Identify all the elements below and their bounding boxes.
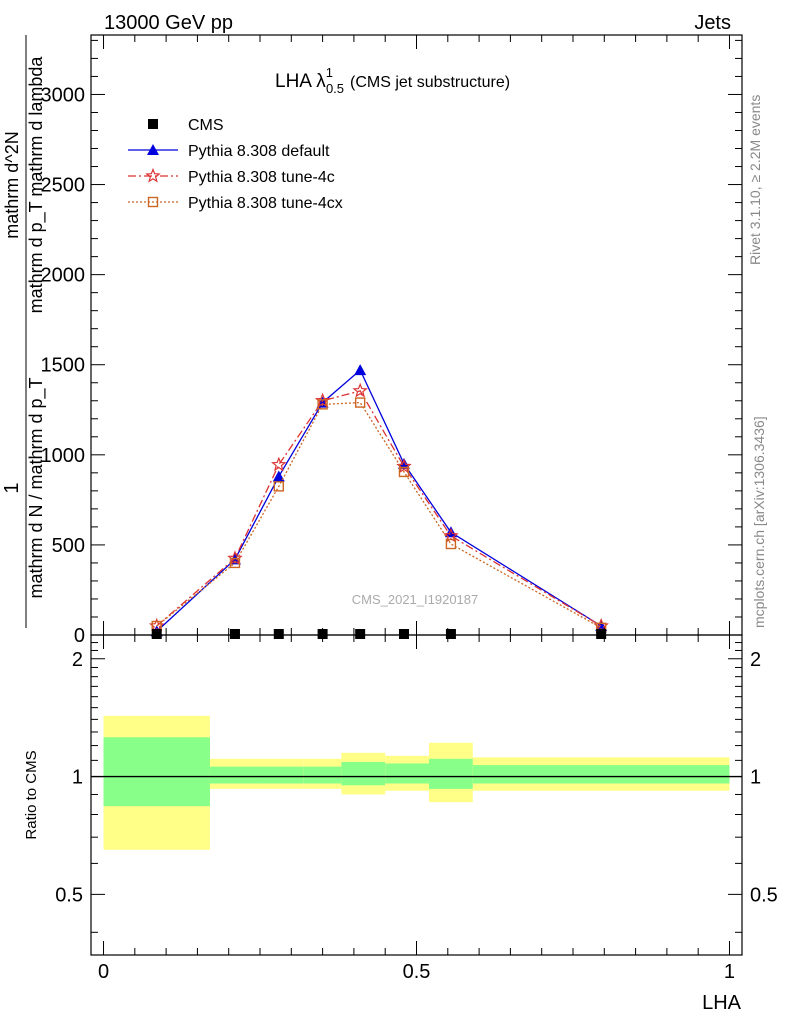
data-point xyxy=(273,481,284,492)
y-label-numerator-2: mathrm d^2N xyxy=(2,131,22,238)
ratio-y-tick-label: 1 xyxy=(72,767,83,789)
data-point xyxy=(271,456,287,472)
data-point xyxy=(398,466,410,478)
plot-title-sub: 0.5 xyxy=(326,81,344,96)
data-point xyxy=(354,397,366,408)
series-pythia-8-308-tune-4cx xyxy=(151,397,607,633)
x-tick-label: 1 xyxy=(724,961,735,983)
plot-title: LHA λ1 0.5 (CMS jet substructure) xyxy=(275,65,510,96)
ratio-y-tick-label-right: 0.5 xyxy=(750,884,778,906)
data-point xyxy=(596,629,607,639)
ratio-band-inner xyxy=(103,737,210,807)
x-tick-label: 0.5 xyxy=(403,961,431,983)
data-point xyxy=(354,364,367,376)
plot-title-suffix: (CMS jet substructure) xyxy=(350,74,510,91)
y-axis-label: 1 mathrm d N / mathrm d p_T mathrm d^2N … xyxy=(1,35,47,628)
ratio-band-inner xyxy=(341,761,386,786)
ratio-y-label: Ratio to CMS xyxy=(23,750,40,839)
mcplots-credit: mcplots.cern.ch [arXiv:1306.3436] xyxy=(751,416,767,628)
data-point xyxy=(314,392,331,408)
ratio-y-tick-label: 2 xyxy=(72,649,83,671)
data-point xyxy=(147,196,159,208)
x-tick-label: 0 xyxy=(98,961,109,983)
series-line xyxy=(156,369,602,632)
data-point xyxy=(147,144,159,155)
ratio-y-tick-label: 0.5 xyxy=(55,884,83,906)
data-point xyxy=(148,119,158,129)
y-tick-label: 1000 xyxy=(41,445,86,467)
ratio-band-inner xyxy=(209,766,261,784)
ratio-y-tick-label-right: 2 xyxy=(750,649,761,671)
data-point xyxy=(444,526,457,538)
y-tick-label: 0 xyxy=(74,625,85,647)
legend: CMS Pythia 8.308 default Pythia 8.308 tune… xyxy=(128,117,343,212)
x-axis-label: LHA xyxy=(702,992,742,1014)
data-point xyxy=(445,538,457,550)
ratio-band-inner xyxy=(385,763,430,784)
series-line xyxy=(156,401,602,629)
y-tick-label: 1500 xyxy=(41,355,86,377)
header-right: Jets xyxy=(694,12,731,34)
data-point xyxy=(352,382,368,398)
data-point xyxy=(273,629,284,639)
y-tick-label: 2000 xyxy=(41,265,86,287)
y-tick-label: 2500 xyxy=(41,175,86,197)
series-line xyxy=(156,390,602,627)
ratio-band-inner xyxy=(472,765,730,784)
main-plot: 0 500 1000 1500 2000 2500 3000 CMS_2021_I19201… xyxy=(1,34,743,647)
legend-label: CMS xyxy=(188,117,224,134)
data-point xyxy=(355,629,366,639)
data-point xyxy=(229,629,240,639)
ratio-plot: 0.5 0.5 1 1 2 2 0 0.5 1 Ratio to CMS LHA xyxy=(23,634,778,1014)
legend-label: Pythia 8.308 default xyxy=(188,143,330,160)
data-point xyxy=(443,527,459,543)
data-point xyxy=(398,629,409,639)
y-label-denominator: mathrm d N / mathrm d p_T xyxy=(26,377,47,598)
data-point xyxy=(272,470,285,482)
ratio-band-inner xyxy=(260,766,304,784)
watermark: CMS_2021_I1920187 xyxy=(352,592,479,607)
y-tick-label: 500 xyxy=(52,535,85,557)
plot-title-main: LHA λ xyxy=(275,71,326,92)
series-cms xyxy=(151,629,607,639)
data-point xyxy=(145,167,161,183)
y-label-denominator-2: mathrm d p_T mathrm d lambda xyxy=(26,56,47,314)
y-tick-label: 3000 xyxy=(41,84,86,106)
y-label-numerator: 1 xyxy=(1,482,23,493)
data-point xyxy=(445,629,456,639)
legend-label: Pythia 8.308 tune-4c xyxy=(188,169,335,186)
data-point xyxy=(229,557,241,569)
data-point xyxy=(397,457,410,469)
ratio-band-inner xyxy=(303,766,342,784)
data-point xyxy=(151,629,162,639)
plot-title-sup: 1 xyxy=(326,65,333,80)
ratio-y-tick-label-right: 1 xyxy=(750,767,761,789)
rivet-version-label: Rivet 3.1.10, ≥ 2.2M events xyxy=(747,95,763,265)
data-point xyxy=(317,399,328,410)
header-left: 13000 GeV pp xyxy=(104,12,233,34)
legend-label: Pythia 8.308 tune-4cx xyxy=(188,195,343,212)
data-point xyxy=(227,550,243,566)
ratio-band-inner xyxy=(429,758,473,789)
